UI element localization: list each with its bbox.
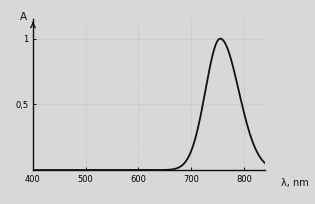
Text: λ, nm: λ, nm bbox=[281, 178, 309, 188]
Text: A: A bbox=[20, 12, 27, 22]
